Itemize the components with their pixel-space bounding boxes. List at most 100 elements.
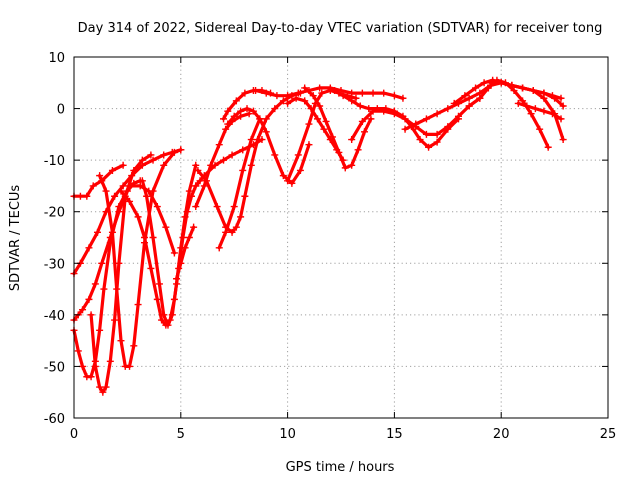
- tick-layer: 0 5 10 15 20 25 -60 -50 -40 -30 -20 -10 0 10: [44, 51, 617, 442]
- data-point: [215, 141, 223, 149]
- data-point: [294, 151, 302, 159]
- series-track-09: [173, 223, 198, 283]
- x-tick-label: 15: [386, 427, 403, 442]
- data-point: [557, 115, 565, 123]
- data-point: [536, 125, 544, 133]
- data-point: [256, 115, 264, 123]
- data-point: [559, 102, 567, 110]
- series-line: [403, 81, 503, 131]
- x-tick-label: 20: [493, 427, 510, 442]
- data-point: [288, 179, 296, 187]
- data-point: [484, 84, 492, 92]
- data-point: [540, 89, 548, 97]
- data-point: [98, 259, 106, 267]
- series-line: [98, 148, 183, 368]
- data-point: [213, 203, 221, 211]
- data-point: [153, 295, 161, 303]
- data-point: [85, 244, 93, 252]
- data-point: [237, 213, 245, 221]
- data-point: [422, 130, 430, 138]
- data-point: [247, 161, 255, 169]
- data-point: [158, 316, 166, 324]
- data-point: [170, 148, 178, 156]
- data-point: [450, 99, 458, 107]
- data-point: [228, 228, 236, 236]
- data-point: [228, 151, 236, 159]
- data-point: [87, 311, 95, 319]
- data-point: [185, 187, 193, 195]
- data-point: [348, 161, 356, 169]
- data-point: [271, 105, 279, 113]
- data-point: [245, 110, 253, 118]
- y-axis-label: SDTVAR / TECUs: [8, 185, 23, 292]
- data-point: [119, 161, 127, 169]
- data-point: [559, 136, 567, 144]
- data-point: [215, 244, 223, 252]
- y-tick-label: 10: [48, 51, 65, 66]
- series-track-02: [70, 146, 185, 278]
- data-point: [102, 187, 110, 195]
- data-point: [194, 166, 202, 174]
- data-point: [168, 311, 176, 319]
- y-tick-label: -50: [44, 360, 65, 375]
- x-tick-label: 5: [177, 427, 185, 442]
- data-point: [523, 102, 531, 110]
- data-point: [91, 280, 99, 288]
- series-track-27: [514, 99, 565, 123]
- data-point: [85, 295, 93, 303]
- data-point: [271, 151, 279, 159]
- data-point: [309, 92, 317, 100]
- data-point: [243, 105, 251, 113]
- data-point: [314, 115, 322, 123]
- data-point: [126, 197, 134, 205]
- data-point: [164, 321, 172, 329]
- data-point: [111, 316, 119, 324]
- data-point: [232, 223, 240, 231]
- data-point: [461, 92, 469, 100]
- data-point: [412, 120, 420, 128]
- data-point: [192, 182, 200, 190]
- data-point: [433, 130, 441, 138]
- data-point: [348, 136, 356, 144]
- data-point: [401, 125, 409, 133]
- data-point: [111, 192, 119, 200]
- data-point: [239, 146, 247, 154]
- data-point: [548, 110, 556, 118]
- data-point: [119, 182, 127, 190]
- data-point: [358, 89, 366, 97]
- data-point: [320, 125, 328, 133]
- series-line: [217, 117, 262, 250]
- data-point: [160, 151, 168, 159]
- data-point: [316, 84, 324, 92]
- data-point: [241, 89, 249, 97]
- series-track-07: [117, 177, 204, 329]
- x-tick-label: 10: [279, 427, 296, 442]
- data-point: [529, 87, 537, 95]
- data-point: [202, 177, 210, 185]
- data-point: [433, 110, 441, 118]
- data-point: [508, 81, 516, 89]
- y-tick-label: -10: [44, 154, 65, 169]
- data-point: [74, 347, 82, 355]
- data-point: [262, 128, 270, 136]
- data-point: [99, 388, 107, 396]
- data-point: [247, 136, 255, 144]
- data-point: [130, 342, 138, 350]
- data-point: [360, 128, 368, 136]
- data-point: [177, 146, 185, 154]
- data-point: [301, 84, 309, 92]
- data-point: [527, 110, 535, 118]
- data-point: [177, 259, 185, 267]
- data-point: [531, 105, 539, 113]
- data-point: [540, 107, 548, 115]
- series-track-24: [465, 76, 552, 151]
- series-track-08: [138, 161, 200, 329]
- data-point: [544, 143, 552, 151]
- data-point: [115, 203, 123, 211]
- data-point: [356, 102, 364, 110]
- data-point: [143, 192, 151, 200]
- series-track-16: [252, 84, 407, 102]
- data-point: [273, 92, 281, 100]
- data-point: [149, 187, 157, 195]
- data-point: [160, 311, 168, 319]
